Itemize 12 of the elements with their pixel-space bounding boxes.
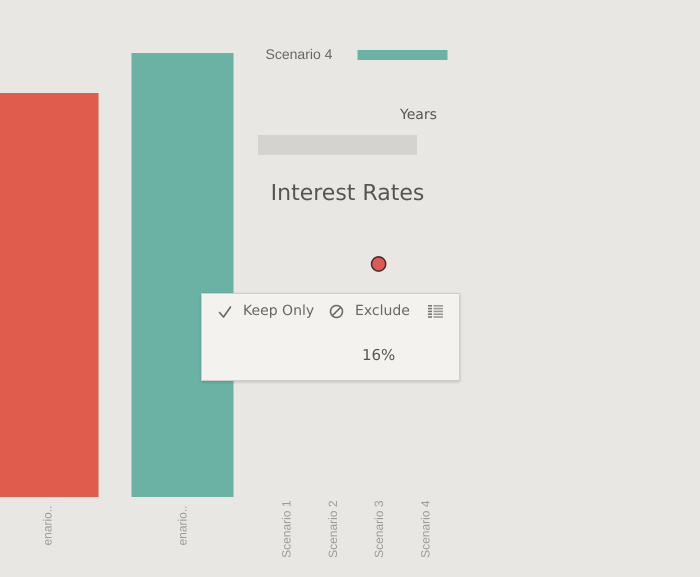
- category-label: Scenario 4: [418, 500, 432, 558]
- category-label: Scenario 1: [280, 500, 294, 558]
- x-tick-label: enario..: [40, 506, 54, 546]
- data-label: 16%: [362, 346, 396, 364]
- text: Scenario 4: [265, 46, 332, 62]
- text: Years: [400, 107, 437, 124]
- category-label: Scenario 3: [372, 500, 386, 558]
- x-tick-label: enario..: [175, 506, 189, 546]
- category-label: Scenario 2: [326, 500, 340, 558]
- annotation: Keep Only: [243, 303, 314, 320]
- text: Interest Rates: [270, 180, 424, 206]
- text: Exclude: [355, 303, 410, 320]
